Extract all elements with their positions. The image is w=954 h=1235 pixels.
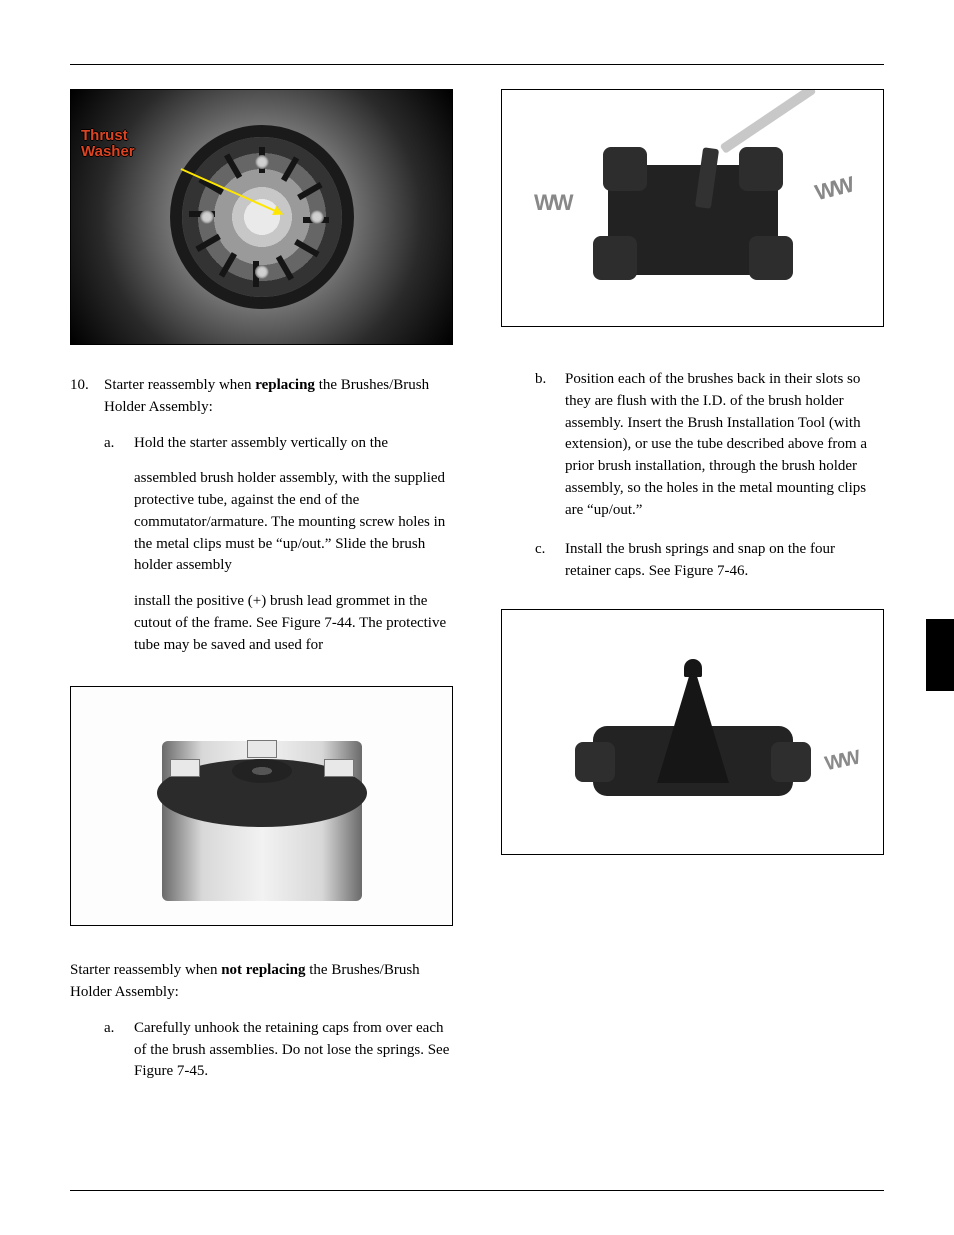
step-b-text: Position each of the brushes back in the… — [565, 369, 884, 521]
spring-graphic: WW — [534, 190, 572, 216]
step-10-a-line1: Hold the starter assembly vertically on … — [134, 433, 453, 455]
step-number: 10. — [70, 375, 104, 419]
step-10: 10. Starter reassembly when replacing th… — [70, 375, 453, 656]
step-10-a-body: Hold the starter assembly vertically on … — [134, 433, 453, 657]
intro-bold: replacing — [255, 377, 315, 393]
figure-7-43: Thrust Washer — [70, 89, 453, 345]
two-column-layout: Thrust Washer 10. Starter reassembly whe… — [70, 89, 884, 1083]
clip-graphic — [247, 740, 277, 758]
lobe-graphic — [771, 742, 811, 782]
lobe-graphic — [739, 147, 783, 191]
step-10-sub-wrap: a. Hold the starter assembly vertically … — [70, 419, 453, 657]
page: Thrust Washer 10. Starter reassembly whe… — [0, 0, 954, 1235]
lobe-graphic — [575, 742, 615, 782]
step-10-a-para3: install the positive (+) brush lead grom… — [134, 591, 453, 656]
nr-sub-body: a. Carefully unhook the retaining caps f… — [104, 1004, 453, 1083]
top-rule — [70, 64, 884, 65]
bolt-graphic — [255, 265, 269, 279]
nr-bold: not replacing — [221, 962, 305, 978]
hub-graphic — [232, 759, 292, 783]
spacer — [501, 369, 535, 583]
figure-7-43-graphic: Thrust Washer — [71, 90, 452, 344]
bolt-graphic — [255, 155, 269, 169]
figure-7-46: WW — [501, 609, 884, 855]
bolt-graphic — [310, 210, 324, 224]
tool-handle-graphic — [720, 89, 817, 154]
step-b: b. Position each of the brushes back in … — [535, 369, 884, 521]
step-c-letter: c. — [535, 539, 565, 583]
step-10-sub-body: a. Hold the starter assembly vertically … — [104, 419, 453, 657]
step-10-a: a. Hold the starter assembly vertically … — [104, 433, 453, 657]
section-edge-tab — [926, 619, 954, 691]
cone-graphic — [657, 663, 729, 783]
thrust-washer-label-line1: Thrust — [81, 128, 135, 144]
step-10-intro: 10. Starter reassembly when replacing th… — [70, 375, 453, 419]
figure-7-44 — [70, 686, 453, 926]
nr-a-letter: a. — [104, 1018, 134, 1083]
right-steps-wrap: b. Position each of the brushes back in … — [501, 369, 884, 583]
nr-a: a. Carefully unhook the retaining caps f… — [104, 1018, 453, 1083]
right-steps-body: b. Position each of the brushes back in … — [535, 369, 884, 583]
step-10-a-para2: assembled brush holder assembly, with th… — [134, 468, 453, 577]
spacer — [70, 419, 104, 657]
nr-pre: Starter reassembly when — [70, 962, 221, 978]
step-10-intro-text: Starter reassembly when replacing the Br… — [104, 375, 453, 419]
nr-sub-wrap: a. Carefully unhook the retaining caps f… — [70, 1004, 453, 1083]
thrust-washer-label: Thrust Washer — [81, 128, 135, 160]
figure-7-45: WW WW — [501, 89, 884, 327]
left-column: Thrust Washer 10. Starter reassembly whe… — [70, 89, 453, 1083]
step-c-text: Install the brush springs and snap on th… — [565, 539, 884, 583]
cone-tip-graphic — [684, 659, 702, 677]
step-c: c. Install the brush springs and snap on… — [535, 539, 884, 583]
lobe-graphic — [603, 147, 647, 191]
right-steps: b. Position each of the brushes back in … — [501, 369, 884, 583]
spring-graphic: WW — [823, 746, 861, 776]
clip-graphic — [324, 759, 354, 777]
figure-7-44-graphic — [71, 687, 452, 925]
nr-a-text: Carefully unhook the retaining caps from… — [134, 1018, 453, 1083]
sub-letter-a: a. — [104, 433, 134, 657]
spacer — [70, 1004, 104, 1083]
not-replacing-block: Starter reassembly when not replacing th… — [70, 960, 453, 1083]
clip-graphic — [170, 759, 200, 777]
step-b-letter: b. — [535, 369, 565, 521]
lobe-graphic — [593, 236, 637, 280]
intro-pre: Starter reassembly when — [104, 377, 255, 393]
spring-graphic: WW — [813, 172, 856, 206]
figure-7-46-graphic: WW — [502, 610, 883, 854]
figure-7-45-graphic: WW WW — [502, 90, 883, 326]
bottom-rule — [70, 1190, 884, 1191]
lobe-graphic — [749, 236, 793, 280]
thrust-washer-label-line2: Washer — [81, 144, 135, 160]
not-replacing-intro: Starter reassembly when not replacing th… — [70, 960, 453, 1004]
bolt-graphic — [200, 210, 214, 224]
right-column: WW WW b. Position each of the brushes ba… — [501, 89, 884, 1083]
